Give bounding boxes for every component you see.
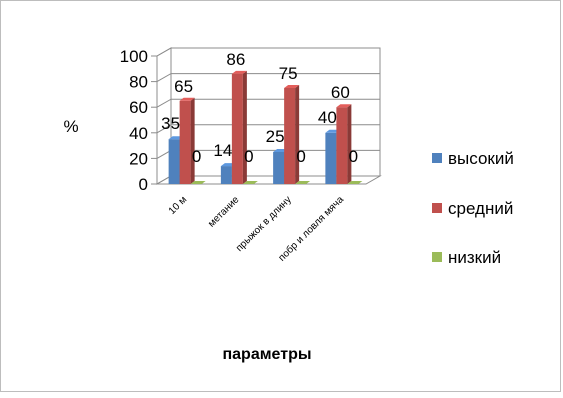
x-tick-label: прыжок в длину bbox=[234, 194, 294, 254]
bar bbox=[242, 181, 258, 184]
data-label: 0 bbox=[244, 147, 253, 166]
legend-swatch bbox=[432, 203, 442, 213]
legend-label: высокий bbox=[448, 149, 514, 168]
gridline bbox=[156, 98, 380, 108]
gridline bbox=[156, 73, 380, 83]
y-axis-label: % bbox=[63, 117, 78, 136]
bar bbox=[231, 73, 243, 184]
data-label: 60 bbox=[331, 83, 350, 102]
data-label: 0 bbox=[296, 147, 305, 166]
legend-label: низкий bbox=[448, 248, 501, 267]
bar bbox=[336, 107, 348, 184]
data-label: 0 bbox=[192, 147, 201, 166]
legend-label: средний bbox=[448, 199, 513, 218]
gridline bbox=[156, 124, 380, 134]
y-tick-label: 40 bbox=[129, 124, 148, 143]
bar bbox=[220, 166, 232, 184]
bar-top bbox=[284, 85, 300, 88]
y-tick-label: 0 bbox=[139, 175, 148, 194]
x-tick-label: метание bbox=[206, 194, 242, 230]
y-tick-label: 80 bbox=[129, 73, 148, 92]
data-label: 65 bbox=[174, 77, 193, 96]
data-label: 86 bbox=[226, 50, 245, 69]
bar bbox=[273, 152, 285, 184]
bar bbox=[190, 181, 206, 184]
x-tick-label: 10 м bbox=[167, 194, 190, 217]
data-label: 35 bbox=[161, 114, 180, 133]
y-tick-label: 20 bbox=[129, 149, 148, 168]
bar-top bbox=[231, 70, 247, 74]
data-labels: 35 65 0 14 86 0 25 75 0 40 60 0 bbox=[161, 50, 358, 166]
y-axis-ticks: 0 20 40 60 80 100 bbox=[120, 47, 148, 194]
legend-swatch bbox=[432, 153, 442, 163]
bar-side bbox=[242, 70, 247, 184]
bar-side bbox=[295, 85, 300, 184]
data-label: 25 bbox=[266, 127, 285, 146]
x-axis-label: параметры bbox=[222, 346, 311, 363]
bars bbox=[168, 70, 363, 184]
legend: высокий средний низкий bbox=[432, 149, 514, 267]
bar-side bbox=[347, 104, 352, 184]
data-label: 75 bbox=[279, 64, 298, 83]
bar bbox=[179, 100, 191, 184]
data-label: 40 bbox=[318, 108, 337, 127]
legend-swatch bbox=[432, 252, 442, 262]
bar-top bbox=[179, 97, 195, 101]
y-tick-label: 60 bbox=[129, 98, 148, 117]
data-label: 0 bbox=[349, 147, 358, 166]
bar-side bbox=[190, 97, 195, 184]
data-label: 14 bbox=[213, 141, 232, 160]
bar bbox=[168, 139, 180, 184]
bar bbox=[295, 181, 311, 184]
bar-top bbox=[336, 104, 352, 108]
bar bbox=[347, 181, 363, 184]
bar bbox=[284, 88, 296, 184]
gridline bbox=[156, 47, 380, 57]
bar bbox=[325, 132, 337, 184]
y-tick-label: 100 bbox=[120, 47, 148, 66]
